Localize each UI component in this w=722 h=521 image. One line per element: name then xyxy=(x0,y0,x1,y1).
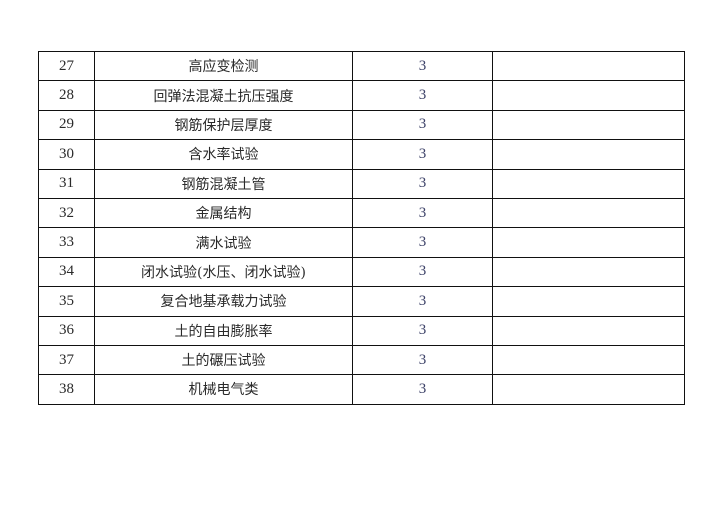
row-number: 27 xyxy=(38,50,95,82)
item-note xyxy=(492,344,685,376)
table-row: 33 满水试验 3 xyxy=(38,227,685,258)
table-row: 30 含水率试验 3 xyxy=(38,139,685,170)
item-value: 3 xyxy=(352,80,493,111)
item-name: 土的自由膨胀率 xyxy=(94,315,353,346)
item-value: 3 xyxy=(352,139,493,170)
row-number: 29 xyxy=(38,109,95,141)
row-number: 30 xyxy=(38,139,95,170)
item-name: 土的碾压试验 xyxy=(94,344,353,376)
item-note xyxy=(492,197,685,229)
table-row: 36 土的自由膨胀率 3 xyxy=(38,315,685,346)
item-name: 含水率试验 xyxy=(94,139,353,170)
item-note xyxy=(492,286,685,317)
row-number: 32 xyxy=(38,197,95,229)
item-note xyxy=(492,227,685,258)
row-number: 35 xyxy=(38,286,95,317)
table-row: 27 高应变检测 3 xyxy=(38,50,685,82)
item-name: 钢筋混凝土管 xyxy=(94,168,353,199)
item-value: 3 xyxy=(352,286,493,317)
item-value: 3 xyxy=(352,109,493,141)
item-note xyxy=(492,374,685,405)
row-number: 33 xyxy=(38,227,95,258)
item-name: 机械电气类 xyxy=(94,374,353,405)
table-row: 38 机械电气类 3 xyxy=(38,374,685,405)
row-number: 36 xyxy=(38,315,95,346)
row-number: 37 xyxy=(38,344,95,376)
item-note xyxy=(492,80,685,111)
item-value: 3 xyxy=(352,256,493,288)
table-row: 34 闭水试验(水压、闭水试验) 3 xyxy=(38,256,685,288)
item-value: 3 xyxy=(352,50,493,82)
table-row: 29 钢筋保护层厚度 3 xyxy=(38,109,685,141)
row-number: 31 xyxy=(38,168,95,199)
item-note xyxy=(492,168,685,199)
table-row: 28 回弹法混凝土抗压强度 3 xyxy=(38,80,685,111)
item-note xyxy=(492,256,685,288)
item-note xyxy=(492,109,685,141)
item-note xyxy=(492,139,685,170)
row-number: 38 xyxy=(38,374,95,405)
item-note xyxy=(492,50,685,82)
item-value: 3 xyxy=(352,227,493,258)
table-row: 35 复合地基承载力试验 3 xyxy=(38,286,685,317)
row-number: 34 xyxy=(38,256,95,288)
item-note xyxy=(492,315,685,346)
item-name: 钢筋保护层厚度 xyxy=(94,109,353,141)
table-row: 32 金属结构 3 xyxy=(38,197,685,229)
item-name: 复合地基承载力试验 xyxy=(94,286,353,317)
row-number: 28 xyxy=(38,80,95,111)
table-row: 37 土的碾压试验 3 xyxy=(38,344,685,376)
item-name: 满水试验 xyxy=(94,227,353,258)
test-items-table: 27 高应变检测 3 28 回弹法混凝土抗压强度 3 29 钢筋保护层厚度 3 30 含水率试验 3 3… xyxy=(38,50,685,405)
table-row: 31 钢筋混凝土管 3 xyxy=(38,168,685,199)
item-value: 3 xyxy=(352,374,493,405)
item-value: 3 xyxy=(352,197,493,229)
item-name: 回弹法混凝土抗压强度 xyxy=(94,80,353,111)
item-value: 3 xyxy=(352,344,493,376)
item-name: 高应变检测 xyxy=(94,50,353,82)
item-value: 3 xyxy=(352,168,493,199)
item-value: 3 xyxy=(352,315,493,346)
item-name: 闭水试验(水压、闭水试验) xyxy=(94,256,353,288)
item-name: 金属结构 xyxy=(94,197,353,229)
